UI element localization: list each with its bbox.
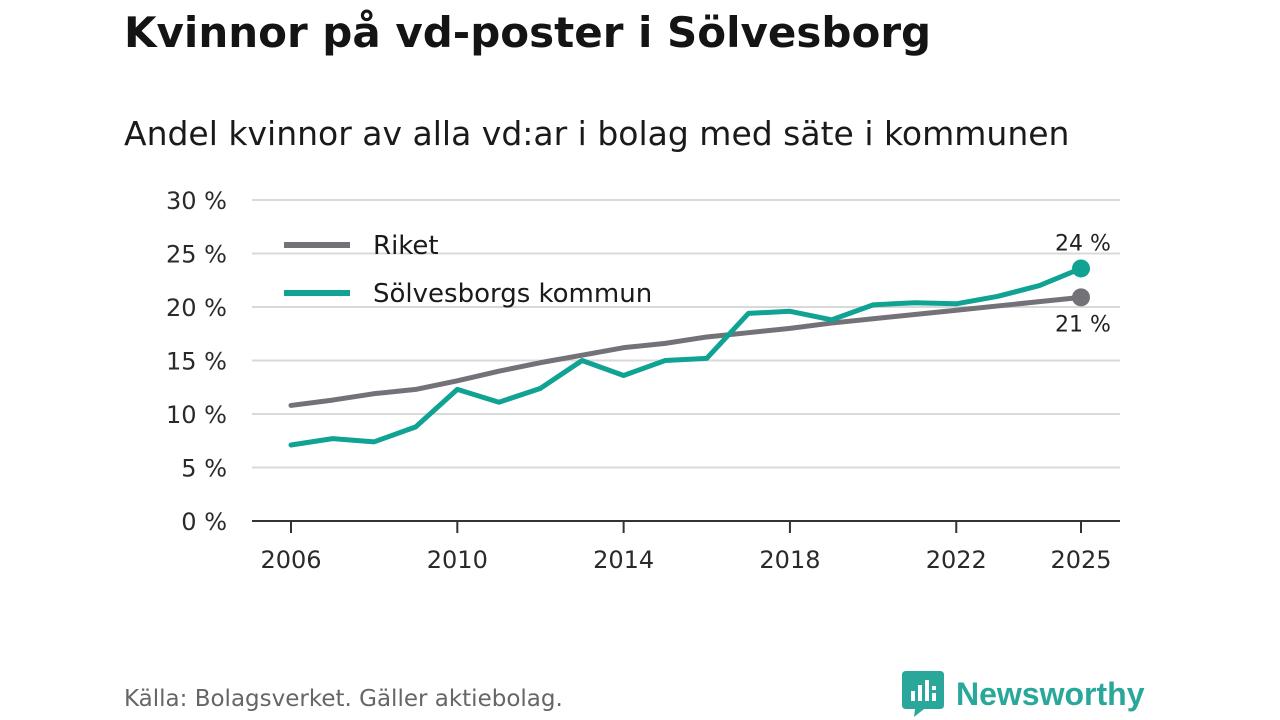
chart-subtitle: Andel kvinnor av alla vd:ar i bolag med … bbox=[124, 114, 1070, 153]
y-tick-label: 10 % bbox=[166, 401, 227, 429]
axis-layer: 0 % 5 % 10 % 15 % 20 % 25 % 30 % 2006 2010 2014 20… bbox=[166, 187, 1120, 574]
newsworthy-logo-icon bbox=[902, 671, 944, 717]
series-line-riket bbox=[288, 294, 1084, 408]
y-tick-label: 25 % bbox=[166, 241, 227, 269]
legend-label: Riket bbox=[373, 231, 439, 261]
series-end-marker bbox=[1072, 259, 1090, 278]
y-tick-label: 20 % bbox=[166, 294, 227, 322]
series-end-marker bbox=[1072, 288, 1090, 307]
series-end-label: 21 % bbox=[1055, 312, 1111, 337]
x-tick-label: 2018 bbox=[759, 546, 820, 574]
x-tick-label: 2006 bbox=[260, 546, 321, 574]
series-layer: 21 % 24 % bbox=[288, 231, 1111, 448]
x-tick-label: 2025 bbox=[1050, 546, 1111, 574]
legend-label: Sölvesborgs kommun bbox=[373, 279, 652, 309]
series-line-solvesborg bbox=[288, 265, 1084, 448]
x-tick-label: 2022 bbox=[926, 546, 987, 574]
newsworthy-logo: Newsworthy bbox=[902, 670, 1144, 718]
series-end-label: 24 % bbox=[1055, 231, 1111, 256]
line-chart: 0 % 5 % 10 % 15 % 20 % 25 % 30 % 2006 2010 2014 20… bbox=[166, 187, 1120, 574]
legend: Riket Sölvesborgs kommun bbox=[284, 231, 652, 309]
y-tick-label: 0 % bbox=[181, 508, 227, 536]
y-tick-label: 5 % bbox=[181, 455, 227, 483]
chart-title: Kvinnor på vd-poster i Sölvesborg bbox=[124, 8, 932, 57]
newsworthy-logo-text: Newsworthy bbox=[956, 675, 1145, 712]
x-tick-label: 2010 bbox=[427, 546, 488, 574]
source-note: Källa: Bolagsverket. Gäller aktiebolag. bbox=[124, 686, 563, 712]
y-tick-label: 15 % bbox=[166, 348, 227, 376]
y-tick-label: 30 % bbox=[166, 187, 227, 215]
x-tick-label: 2014 bbox=[593, 546, 654, 574]
